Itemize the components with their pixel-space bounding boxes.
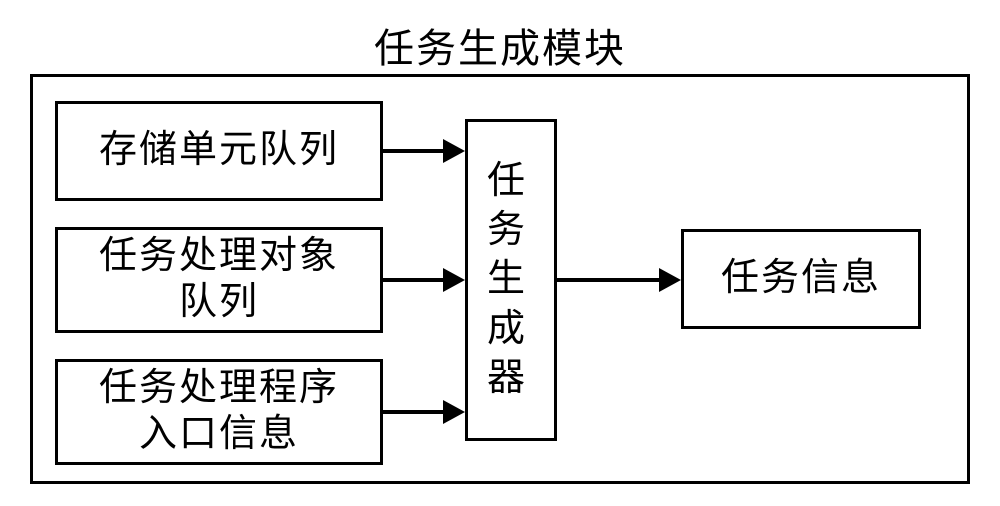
gen-line-1: 任务 <box>468 157 554 256</box>
node-task-generator: 任务 生成 器 <box>465 119 557 441</box>
gen-line-3: 器 <box>487 354 535 403</box>
node-label: 任务处理对象 队列 <box>99 234 339 325</box>
arrow-line <box>383 149 443 153</box>
node-label: 任务处理程序 入口信息 <box>99 366 339 457</box>
node-label: 存储单元队列 <box>99 128 339 174</box>
gen-line-2: 生成 <box>468 255 554 354</box>
node-task-object-queue: 任务处理对象 队列 <box>55 227 383 333</box>
diagram-title: 任务生成模块 <box>374 16 626 74</box>
arrow-line <box>383 278 443 282</box>
arrow-line <box>557 278 659 282</box>
node-task-info: 任务信息 <box>681 229 921 329</box>
arrow-head-icon <box>443 268 465 292</box>
arrow-line <box>383 410 443 414</box>
arrow-head-icon <box>443 400 465 424</box>
arrow-head-icon <box>443 139 465 163</box>
module-container: 存储单元队列 任务处理对象 队列 任务处理程序 入口信息 任务 生成 器 任务信… <box>30 74 970 484</box>
arrow-head-icon <box>659 268 681 292</box>
node-task-handler-entry: 任务处理程序 入口信息 <box>55 359 383 465</box>
node-storage-queue: 存储单元队列 <box>55 101 383 201</box>
node-label: 任务信息 <box>721 256 881 302</box>
generator-label-wrap: 任务 生成 器 <box>468 122 554 438</box>
